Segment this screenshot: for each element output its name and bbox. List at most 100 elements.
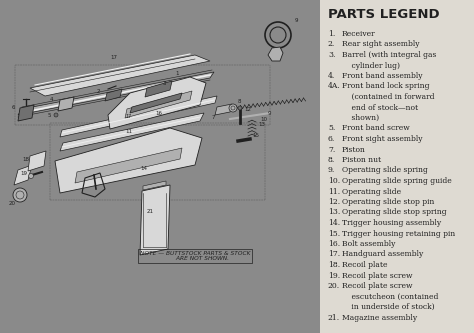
Text: 10.: 10. [328,177,340,185]
Text: 14: 14 [140,166,147,171]
Polygon shape [143,181,166,190]
Polygon shape [30,55,210,96]
Text: Operating slide: Operating slide [342,187,401,195]
Text: 16.: 16. [328,240,340,248]
Text: 19: 19 [20,171,27,176]
Text: 5: 5 [48,113,52,118]
Text: Magazine assembly: Magazine assembly [342,313,417,321]
Text: 13.: 13. [328,208,340,216]
Polygon shape [140,185,170,255]
Text: 12: 12 [244,107,251,112]
Circle shape [28,173,34,178]
Text: 20: 20 [9,201,16,206]
Bar [0,0,320,333]
Text: 8: 8 [238,99,241,104]
Polygon shape [108,77,206,129]
Text: 8.: 8. [328,156,335,164]
Polygon shape [145,81,172,97]
Polygon shape [58,97,74,111]
Text: shown): shown) [342,114,379,122]
Text: 17: 17 [110,55,117,60]
Text: 13: 13 [258,122,265,127]
Text: NOTE — BUTTSTOCK PARTS & STOCK
        ARE NOT SHOWN.: NOTE — BUTTSTOCK PARTS & STOCK ARE NOT S… [140,251,250,261]
Text: Operating slide stop spring: Operating slide stop spring [342,208,447,216]
Text: 15.: 15. [328,229,340,237]
Text: Recoil plate screw: Recoil plate screw [342,271,412,279]
Text: PARTS LEGEND: PARTS LEGEND [328,8,439,21]
Text: 11: 11 [125,129,132,134]
Text: 17: 17 [125,114,131,119]
Text: 9: 9 [295,18,299,23]
Text: Receiver: Receiver [342,30,375,38]
Text: 15: 15 [252,133,259,138]
Text: Operating slide spring guide: Operating slide spring guide [342,177,452,185]
Bar [320,0,474,333]
Text: 7: 7 [212,115,216,120]
Text: 19.: 19. [328,271,340,279]
Polygon shape [18,72,214,115]
Text: 1: 1 [175,71,179,76]
Text: 4.: 4. [328,72,335,80]
Text: 21: 21 [147,209,154,214]
Text: Operating slide spring: Operating slide spring [342,166,428,174]
Text: 6: 6 [12,105,16,110]
Text: 14.: 14. [328,219,340,227]
Text: 18: 18 [22,157,29,162]
Polygon shape [105,89,122,101]
Text: (contained in forward: (contained in forward [342,93,435,101]
Text: 6.: 6. [328,135,335,143]
Text: 4A.: 4A. [328,83,341,91]
Text: 17.: 17. [328,250,340,258]
Polygon shape [125,91,192,118]
Text: 4: 4 [50,97,54,102]
Text: 3.: 3. [328,51,335,59]
Text: Front sight assembly: Front sight assembly [342,135,422,143]
Polygon shape [268,47,283,61]
Text: 1.: 1. [328,30,335,38]
Text: 21.: 21. [328,313,340,321]
Text: 10: 10 [260,117,267,122]
Polygon shape [28,151,46,171]
Text: Operating slide stop pin: Operating slide stop pin [342,198,434,206]
Text: 20.: 20. [328,282,340,290]
Text: Rear sight assembly: Rear sight assembly [342,41,419,49]
Text: 7.: 7. [328,146,335,154]
Polygon shape [130,93,182,113]
Circle shape [13,188,27,202]
Polygon shape [18,105,34,121]
Polygon shape [75,148,182,183]
Text: 2.: 2. [328,41,335,49]
Text: cylinder lug): cylinder lug) [342,62,400,70]
Text: Recoil plate screw: Recoil plate screw [342,282,412,290]
Polygon shape [215,104,232,115]
Circle shape [238,106,242,110]
Polygon shape [60,113,204,151]
Text: Barrel (with integral gas: Barrel (with integral gas [342,51,437,59]
Text: 5.: 5. [328,125,335,133]
Polygon shape [14,165,32,185]
Text: 9.: 9. [328,166,335,174]
Text: 16: 16 [155,111,162,116]
Text: 2: 2 [97,89,100,94]
Text: 9: 9 [268,111,272,116]
Text: Front band assembly: Front band assembly [342,72,422,80]
Text: Recoil plate: Recoil plate [342,261,387,269]
Circle shape [54,113,58,117]
Circle shape [229,104,237,112]
Text: Trigger housing assembly: Trigger housing assembly [342,219,441,227]
Text: 11.: 11. [328,187,340,195]
Text: 3: 3 [163,81,166,86]
Text: Handguard assembly: Handguard assembly [342,250,423,258]
Text: Piston: Piston [342,146,366,154]
Text: 18.: 18. [328,261,340,269]
Text: escutcheon (contained: escutcheon (contained [342,292,438,300]
Text: Front band lock spring: Front band lock spring [342,83,429,91]
Text: 12.: 12. [328,198,340,206]
Text: Front band screw: Front band screw [342,125,410,133]
Text: in underside of stock): in underside of stock) [342,303,435,311]
Text: Bolt assembly: Bolt assembly [342,240,395,248]
Text: end of stock—not: end of stock—not [342,104,418,112]
Polygon shape [55,128,202,193]
Text: Trigger housing retaining pin: Trigger housing retaining pin [342,229,455,237]
Text: Piston nut: Piston nut [342,156,381,164]
